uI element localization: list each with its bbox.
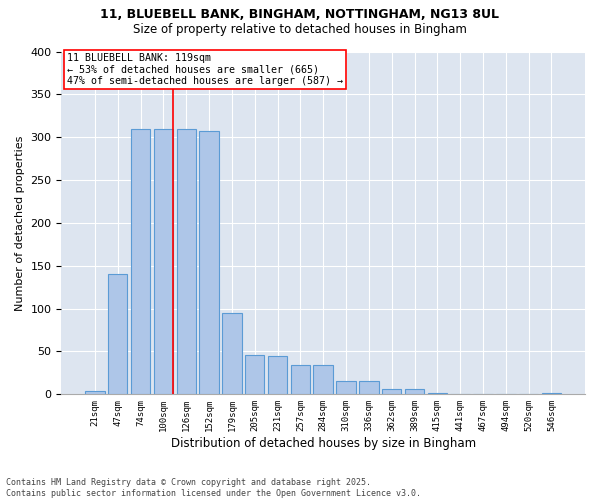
Bar [222,313,242,394]
X-axis label: Distribution of detached houses by size in Bingham: Distribution of detached houses by size … [170,437,476,450]
Bar [290,365,310,394]
Bar [405,389,424,394]
Bar [313,365,333,394]
Text: 11 BLUEBELL BANK: 119sqm
← 53% of detached houses are smaller (665)
47% of semi-: 11 BLUEBELL BANK: 119sqm ← 53% of detach… [67,53,343,86]
Bar [337,382,356,394]
Text: Contains HM Land Registry data © Crown copyright and database right 2025.
Contai: Contains HM Land Registry data © Crown c… [6,478,421,498]
Bar [245,355,265,395]
Bar [131,128,150,394]
Bar [176,128,196,394]
Bar [154,128,173,394]
Text: 11, BLUEBELL BANK, BINGHAM, NOTTINGHAM, NG13 8UL: 11, BLUEBELL BANK, BINGHAM, NOTTINGHAM, … [101,8,499,20]
Bar [382,389,401,394]
Bar [108,274,127,394]
Bar [85,391,104,394]
Text: Size of property relative to detached houses in Bingham: Size of property relative to detached ho… [133,22,467,36]
Bar [359,382,379,394]
Bar [199,131,219,394]
Bar [268,356,287,395]
Y-axis label: Number of detached properties: Number of detached properties [15,135,25,310]
Bar [542,392,561,394]
